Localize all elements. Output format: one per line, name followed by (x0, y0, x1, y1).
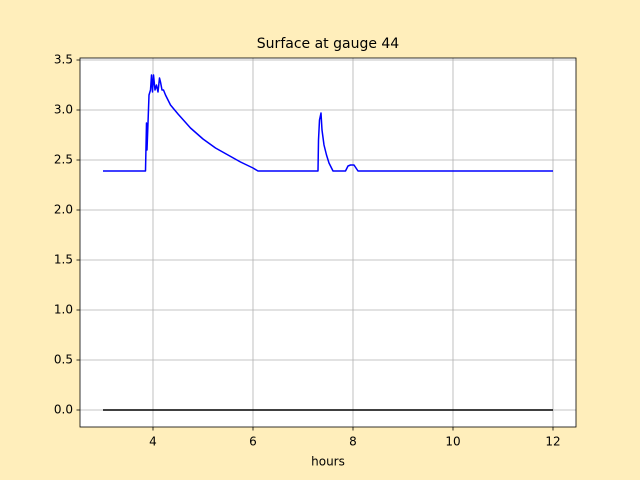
y-tick-label: 3.0 (54, 103, 73, 117)
x-tick-label: 10 (445, 435, 460, 449)
x-axis-label: hours (311, 455, 345, 469)
y-tick-label: 1.5 (54, 253, 73, 267)
y-tick-label: 0.5 (54, 353, 73, 367)
lines-layer (103, 74, 553, 411)
chart-title: Surface at gauge 44 (257, 36, 399, 52)
y-tick-label: 2.5 (54, 153, 73, 167)
y-tick-label: 0.0 (54, 403, 73, 417)
y-tick-label: 3.5 (54, 53, 73, 67)
plot-area (80, 58, 576, 427)
series-line (103, 74, 553, 172)
y-tick-label: 2.0 (54, 203, 73, 217)
x-tick-label: 8 (349, 435, 357, 449)
x-tick-label: 4 (149, 435, 157, 449)
plot-frame (79, 57, 577, 428)
y-tick-label: 1.0 (54, 303, 73, 317)
x-tick-label: 6 (249, 435, 257, 449)
x-tick-label: 12 (545, 435, 560, 449)
